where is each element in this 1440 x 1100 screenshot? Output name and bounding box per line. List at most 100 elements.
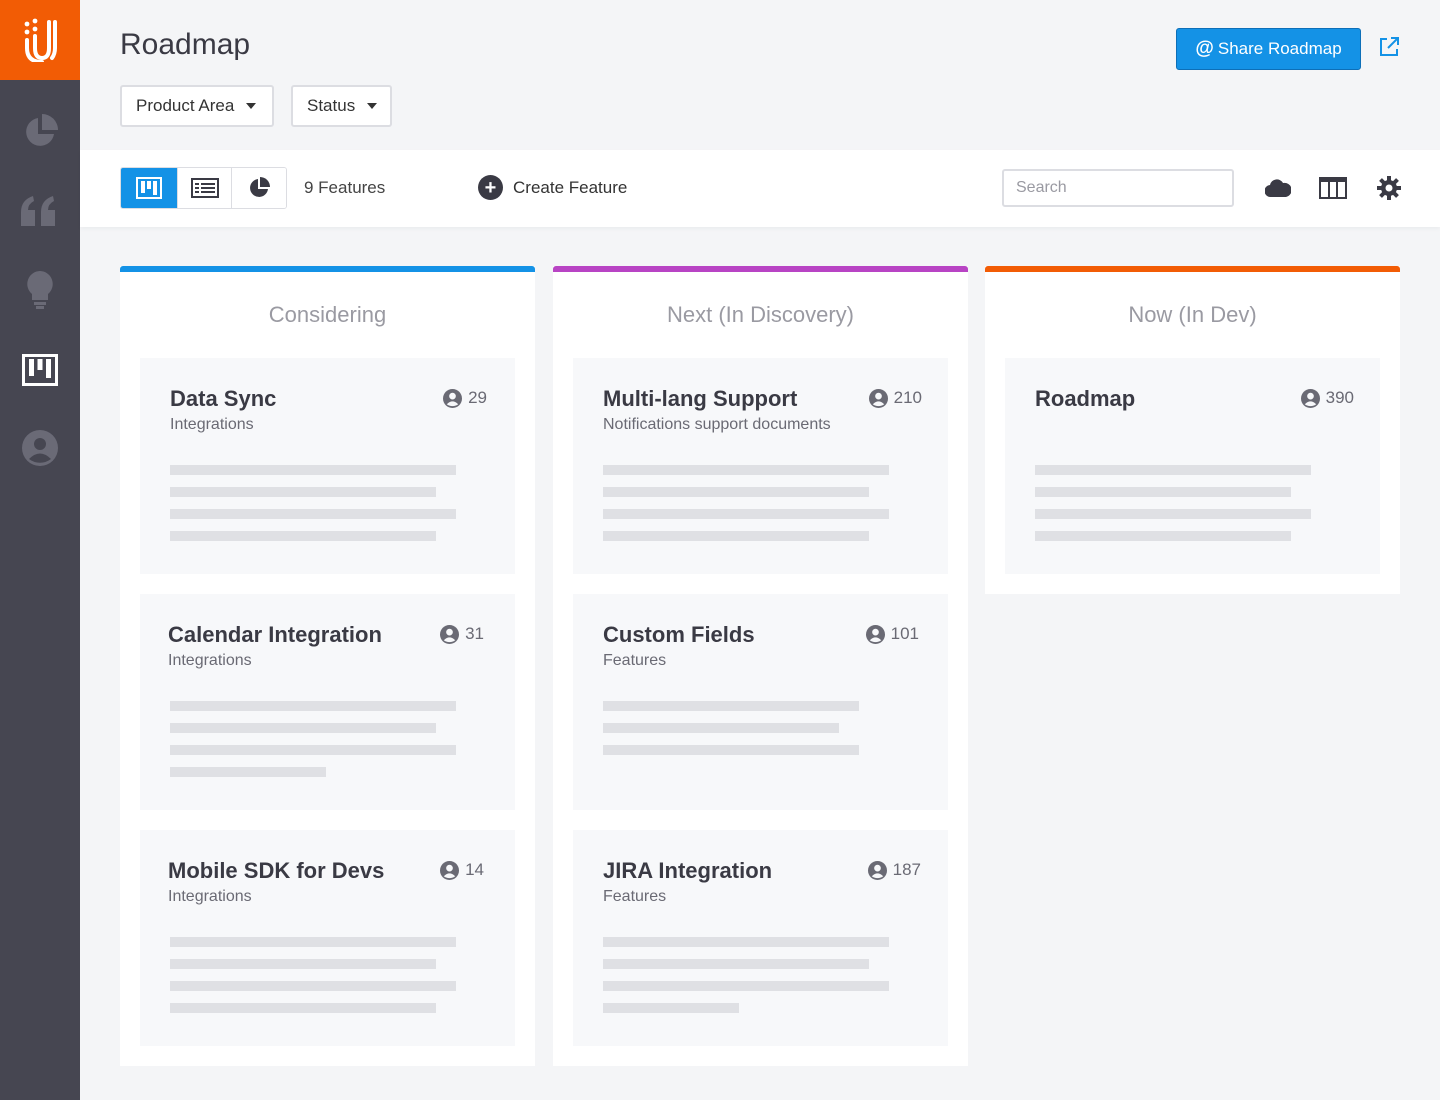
- card-title: Multi-lang Support: [603, 386, 798, 411]
- card-subtitle: Integrations: [168, 888, 252, 905]
- columns-icon: [1319, 177, 1347, 199]
- placeholder-line: [603, 959, 869, 969]
- columns-toggle-button[interactable]: [1319, 175, 1347, 201]
- pie-chart-icon: [26, 114, 58, 146]
- placeholder-line: [170, 723, 436, 733]
- card-title: Roadmap: [1035, 386, 1136, 411]
- user-icon: [22, 430, 58, 466]
- chart-view-button[interactable]: [232, 168, 286, 208]
- feature-card[interactable]: JIRA Integration Features 187: [573, 830, 948, 1046]
- placeholder-line: [603, 487, 869, 497]
- placeholder-line: [170, 531, 436, 541]
- chevron-down-icon: [246, 103, 257, 109]
- product-area-filter[interactable]: Product Area: [120, 85, 274, 127]
- placeholder-line: [1035, 531, 1291, 541]
- placeholder-line: [170, 767, 326, 777]
- column-title: Considering: [268, 302, 387, 327]
- user-icon: [868, 388, 888, 408]
- sidebar-item-feedback[interactable]: [0, 181, 80, 241]
- sidebar-item-ideas[interactable]: [0, 260, 80, 320]
- vote-count-value: 101: [890, 624, 919, 643]
- quote-icon: [21, 196, 55, 226]
- card-subtitle: Features: [603, 652, 667, 669]
- create-feature-button[interactable]: + Create Feature: [478, 175, 627, 200]
- brand-logo[interactable]: [0, 0, 80, 80]
- vote-count-value: 29: [468, 388, 487, 407]
- board-view-icon: [136, 177, 162, 199]
- feature-card[interactable]: Mobile SDK for Devs Integrations 14: [140, 830, 515, 1046]
- cloud-sync-button[interactable]: [1264, 175, 1292, 201]
- sidebar-item-roadmap[interactable]: [0, 340, 80, 400]
- placeholder-line: [603, 981, 889, 991]
- board-view-button[interactable]: [121, 168, 178, 208]
- column-color-bar: [120, 266, 535, 272]
- vote-count-value: 14: [465, 860, 484, 879]
- vote-count: 14: [440, 860, 484, 880]
- vote-count-value: 187: [892, 860, 921, 879]
- placeholder-line: [603, 745, 859, 755]
- card-title: Calendar Integration: [168, 622, 382, 647]
- external-link-button[interactable]: [1378, 36, 1402, 60]
- feature-card[interactable]: Custom Fields Features 101: [573, 594, 948, 810]
- chevron-down-icon: [367, 103, 378, 109]
- sidebar: [0, 0, 80, 1100]
- feature-card[interactable]: Data Sync Integrations 29: [140, 358, 515, 574]
- user-icon: [867, 860, 887, 880]
- vote-count-value: 31: [465, 624, 484, 643]
- list-view-button[interactable]: [178, 168, 232, 208]
- plus-icon: +: [478, 175, 503, 200]
- placeholder-line: [1035, 509, 1311, 519]
- placeholder-line: [170, 937, 456, 947]
- share-roadmap-label: Share Roadmap: [1217, 39, 1342, 58]
- settings-button[interactable]: [1375, 175, 1403, 201]
- list-view-icon: [190, 178, 219, 198]
- column-title: Next (In Discovery): [666, 302, 855, 327]
- vote-count: 29: [443, 388, 487, 408]
- feature-card[interactable]: Calendar Integration Integrations 31: [140, 594, 515, 810]
- share-roadmap-button[interactable]: @ Share Roadmap: [1176, 28, 1361, 70]
- placeholder-line: [603, 701, 859, 711]
- placeholder-line: [603, 723, 839, 733]
- sidebar-item-insights[interactable]: [0, 102, 80, 162]
- placeholder-line: [1035, 487, 1291, 497]
- status-filter[interactable]: Status: [291, 85, 392, 127]
- sidebar-item-account[interactable]: [0, 418, 80, 478]
- user-icon: [440, 624, 460, 644]
- vote-count: 210: [868, 388, 922, 408]
- placeholder-line: [170, 509, 456, 519]
- at-icon: @: [1195, 38, 1214, 59]
- roadmap-board-icon: [22, 354, 58, 386]
- column-considering: Considering Data Sync Integrations 29 Ca…: [120, 266, 535, 1066]
- column-now-in-dev: Now (In Dev) Roadmap 390: [985, 266, 1400, 594]
- external-link-icon: [1380, 37, 1399, 56]
- user-icon: [440, 860, 460, 880]
- logo-icon: [24, 18, 57, 62]
- placeholder-line: [170, 959, 436, 969]
- gear-icon: [1377, 176, 1401, 200]
- lightbulb-icon: [27, 271, 53, 309]
- status-label: Status: [307, 96, 356, 115]
- vote-count-value: 390: [1325, 388, 1354, 407]
- card-title: Custom Fields: [603, 622, 755, 647]
- column-title: Now (In Dev): [1128, 302, 1257, 327]
- card-subtitle: Integrations: [170, 416, 254, 433]
- column-color-bar: [553, 266, 968, 272]
- vote-count-value: 210: [893, 388, 922, 407]
- placeholder-line: [603, 1003, 739, 1013]
- placeholder-line: [170, 487, 436, 497]
- feature-card[interactable]: Multi-lang Support Notifications support…: [573, 358, 948, 574]
- placeholder-line: [603, 937, 889, 947]
- feature-card[interactable]: Roadmap 390: [1005, 358, 1380, 574]
- search-input[interactable]: [1002, 169, 1234, 207]
- vote-count: 101: [865, 624, 919, 644]
- pie-chart-icon: [250, 177, 270, 197]
- placeholder-line: [603, 531, 869, 541]
- page-header: Roadmap Product Area Status @ Share Road…: [80, 0, 1440, 150]
- placeholder-line: [603, 465, 889, 475]
- card-title: Data Sync: [170, 386, 277, 411]
- placeholder-line: [170, 465, 456, 475]
- placeholder-line: [603, 509, 889, 519]
- placeholder-line: [170, 745, 456, 755]
- vote-count: 187: [867, 860, 921, 880]
- card-subtitle: Integrations: [168, 652, 252, 669]
